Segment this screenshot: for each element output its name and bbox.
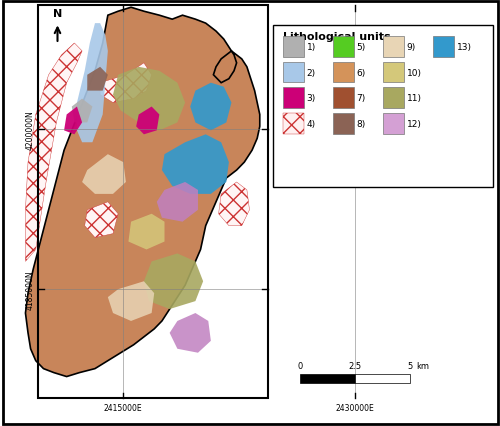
Bar bbox=[355, 374, 410, 383]
Text: 2.5: 2.5 bbox=[348, 362, 362, 371]
Bar bbox=[282, 88, 304, 109]
Polygon shape bbox=[162, 135, 229, 194]
Text: 11): 11) bbox=[406, 94, 422, 103]
Bar bbox=[38, 6, 268, 398]
Bar bbox=[282, 37, 304, 58]
Polygon shape bbox=[218, 183, 250, 226]
Bar bbox=[382, 37, 404, 58]
Polygon shape bbox=[170, 313, 211, 353]
Bar bbox=[282, 114, 304, 134]
Bar bbox=[382, 114, 404, 134]
Polygon shape bbox=[88, 68, 108, 92]
Text: N: N bbox=[53, 9, 62, 19]
Text: 8): 8) bbox=[356, 119, 366, 129]
Polygon shape bbox=[77, 24, 108, 143]
Bar bbox=[332, 88, 353, 109]
Text: 12): 12) bbox=[406, 119, 422, 129]
Polygon shape bbox=[136, 107, 160, 135]
Text: 1): 1) bbox=[306, 43, 316, 52]
Text: 3): 3) bbox=[306, 94, 316, 103]
Text: 9): 9) bbox=[406, 43, 416, 52]
Text: 4): 4) bbox=[306, 119, 316, 129]
Text: Lithological units: Lithological units bbox=[282, 32, 390, 42]
Text: 0: 0 bbox=[298, 362, 302, 371]
Text: km: km bbox=[416, 362, 429, 371]
Text: 10): 10) bbox=[406, 68, 422, 78]
Bar bbox=[332, 63, 353, 83]
Polygon shape bbox=[144, 254, 203, 309]
Polygon shape bbox=[128, 214, 164, 250]
Polygon shape bbox=[190, 83, 232, 131]
Bar bbox=[272, 26, 492, 187]
Text: 2415000E: 2415000E bbox=[103, 403, 142, 412]
Bar bbox=[432, 37, 454, 58]
Text: 4200000N: 4200000N bbox=[26, 110, 35, 150]
Text: 13): 13) bbox=[456, 43, 471, 52]
Text: 2430000E: 2430000E bbox=[336, 403, 374, 412]
Text: 7): 7) bbox=[356, 94, 366, 103]
Text: 6): 6) bbox=[356, 68, 366, 78]
Bar bbox=[282, 63, 304, 83]
Bar bbox=[10, 4, 268, 400]
Bar bbox=[382, 88, 404, 109]
Polygon shape bbox=[82, 155, 126, 194]
Text: 5: 5 bbox=[408, 362, 412, 371]
Polygon shape bbox=[108, 282, 154, 321]
Text: 2): 2) bbox=[306, 68, 316, 78]
Bar bbox=[300, 374, 355, 383]
Polygon shape bbox=[157, 183, 198, 222]
Polygon shape bbox=[26, 44, 82, 262]
Polygon shape bbox=[72, 99, 92, 123]
Bar bbox=[382, 63, 404, 83]
Bar bbox=[332, 37, 353, 58]
Text: 5): 5) bbox=[356, 43, 366, 52]
Polygon shape bbox=[84, 202, 118, 238]
Bar bbox=[332, 114, 353, 134]
Polygon shape bbox=[113, 68, 185, 131]
Polygon shape bbox=[26, 8, 260, 377]
Polygon shape bbox=[100, 63, 152, 103]
Text: 4185000N: 4185000N bbox=[26, 270, 35, 309]
Polygon shape bbox=[64, 107, 82, 135]
